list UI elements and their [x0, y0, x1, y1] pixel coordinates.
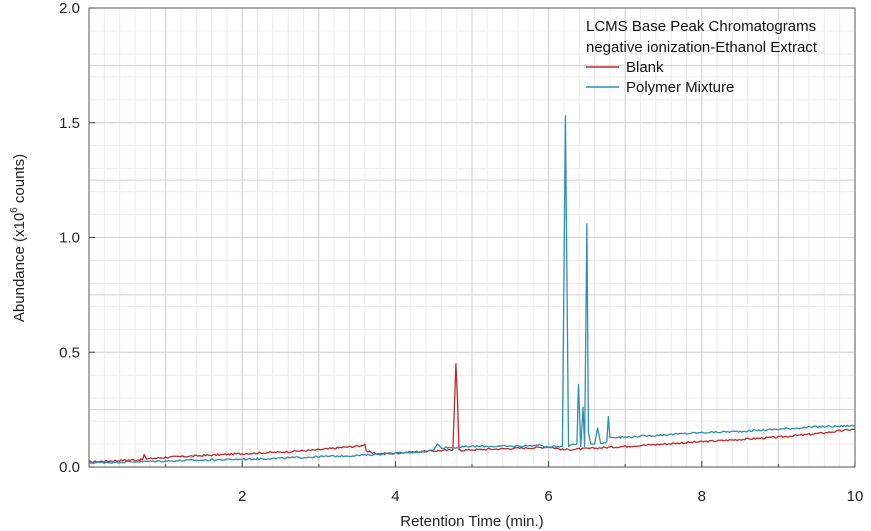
y-axis-title-prefix: Abundance (x10: [11, 213, 28, 322]
axis-ticks: 2 4 6 8 10 0.0 0.5 1.0 1.5 2.0: [59, 0, 863, 505]
y-tick-label: 1.0: [59, 230, 80, 247]
y-axis-title: Abundance (x106 counts): [9, 154, 28, 322]
legend-label-polymer-mixture: Polymer Mixture: [626, 79, 734, 96]
series-line-polymer-mixture: [88, 115, 856, 465]
legend: LCMS Base Peak Chromatograms negative io…: [586, 18, 818, 96]
x-tick-label: 4: [391, 488, 399, 505]
major-grid: [89, 8, 855, 467]
y-tick-label: 2.0: [59, 0, 80, 17]
x-tick-label: 2: [238, 488, 246, 505]
x-tick-label: 8: [698, 488, 706, 505]
x-tick-label: 10: [847, 488, 864, 505]
series-layer: [88, 115, 856, 465]
y-axis-title-suffix: counts): [11, 154, 28, 207]
y-tick-label: 0.0: [59, 459, 80, 476]
y-tick-label: 1.5: [59, 115, 80, 132]
y-tick-label: 0.5: [59, 344, 80, 361]
x-tick-label: 6: [544, 488, 552, 505]
legend-title-line-1: LCMS Base Peak Chromatograms: [586, 18, 816, 35]
series-line-blank: [88, 363, 856, 464]
legend-title-line-2: negative ionization-Ethanol Extract: [586, 39, 818, 56]
legend-label-blank: Blank: [626, 59, 664, 76]
x-axis-title: Retention Time (min.): [400, 513, 543, 530]
y-axis-title-exponent: 6: [9, 207, 20, 213]
